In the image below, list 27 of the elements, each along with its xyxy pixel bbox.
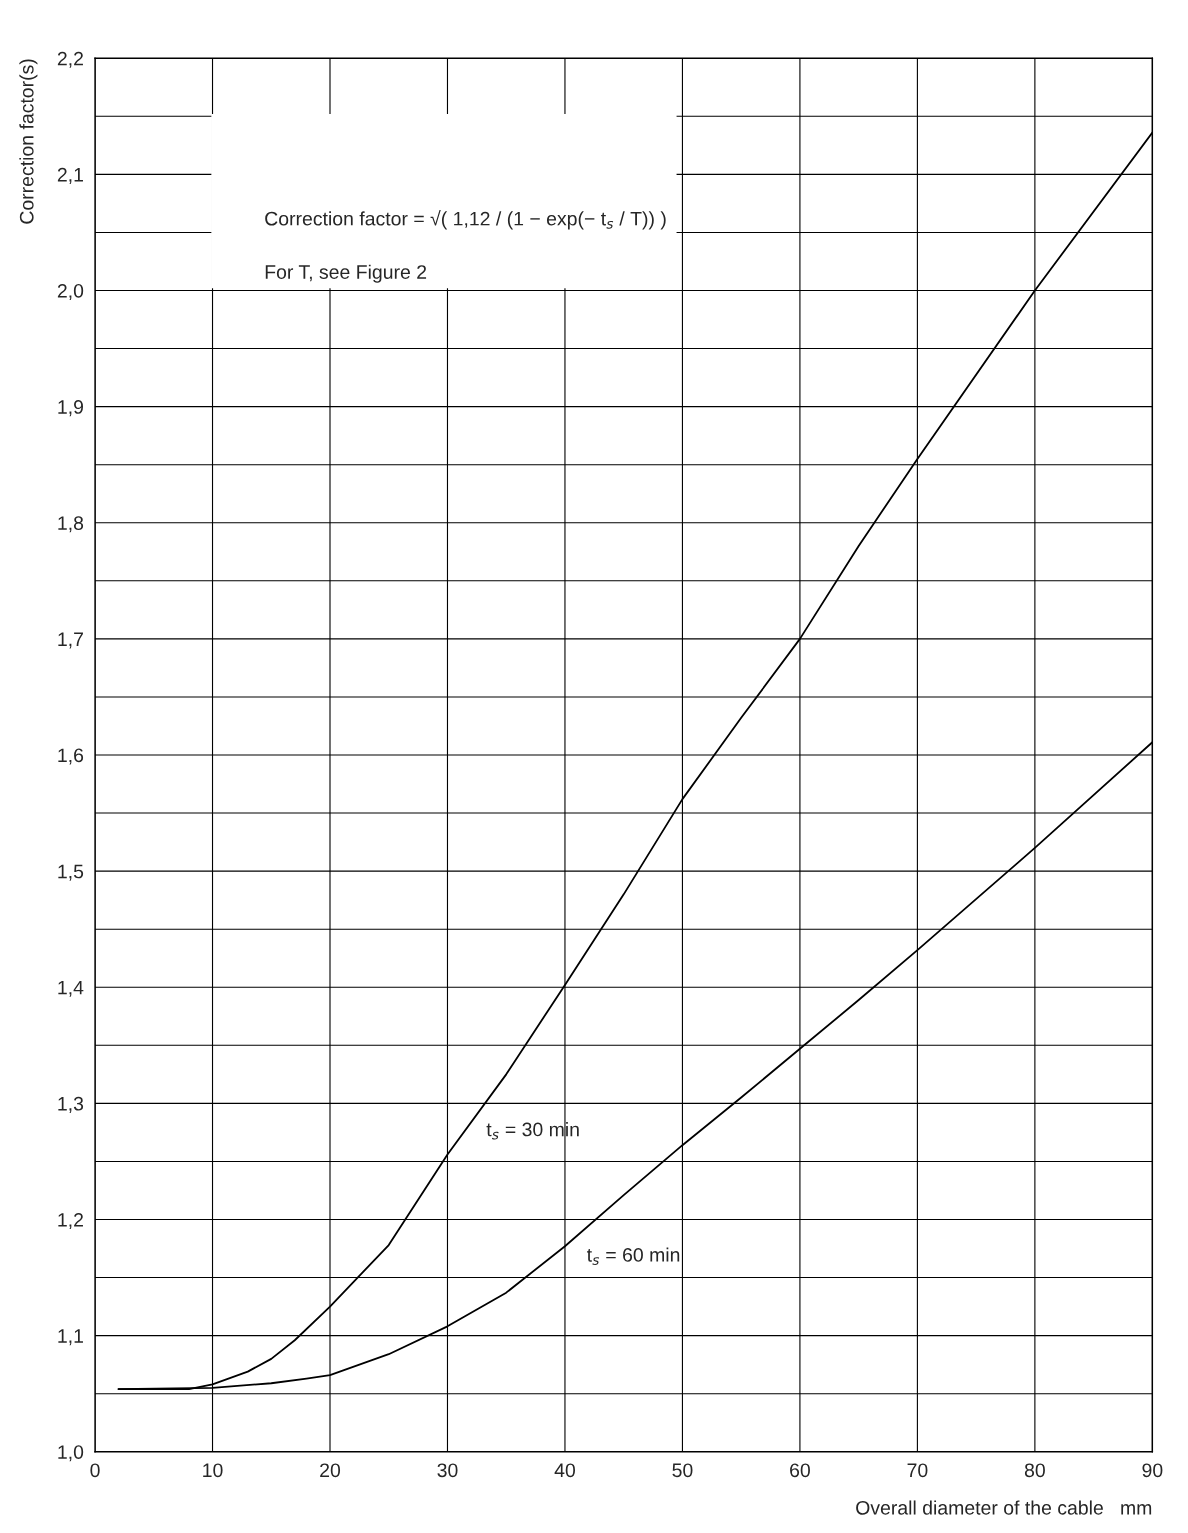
y-tick-label: 1,5	[58, 864, 84, 881]
x-tick-label: 70	[907, 1463, 928, 1478]
y-tick-label: 2,0	[57, 283, 84, 301]
text: Correction factor = √( 1,12 / (1 − exp(− t$_{s}$ / T)) ) For T, see Figure 2	[265, 209, 666, 283]
y-tick-label: 1,7	[58, 632, 83, 649]
y-tick-label: 1,4	[58, 980, 84, 997]
y-tick-label: 1,9	[58, 400, 84, 417]
x-axis-title: Overall diameter of the cable mm	[856, 1500, 1152, 1515]
y-tick-label: 2,1	[57, 167, 83, 184]
x-tick-label: 30	[437, 1463, 458, 1478]
y-tick-label: 1,2	[58, 1212, 83, 1230]
y-tick-label: 2,2	[57, 51, 83, 68]
x-tick-label: 20	[320, 1463, 341, 1478]
y-tick-label: 1,8	[58, 516, 84, 533]
x-tick-label: 90	[1142, 1463, 1163, 1478]
y-tick-label: 1,6	[58, 748, 84, 765]
annotation: t$_{s}$ = 60 min	[586, 1247, 680, 1265]
x-tick-label: 60	[790, 1463, 810, 1478]
x-tick-label: 10	[203, 1463, 223, 1478]
x-tick-label: 0	[90, 1463, 100, 1478]
y-axis-title: Correction factor(s)	[19, 59, 38, 224]
y-tick-label: 1,0	[58, 1445, 84, 1462]
y-tick-label: 1,3	[58, 1096, 84, 1113]
x-tick-label: 40	[554, 1463, 576, 1478]
y-tick-label: 1,1	[58, 1329, 83, 1346]
x-tick-label: 80	[1024, 1463, 1045, 1478]
x-tick-label: 50	[672, 1463, 693, 1478]
